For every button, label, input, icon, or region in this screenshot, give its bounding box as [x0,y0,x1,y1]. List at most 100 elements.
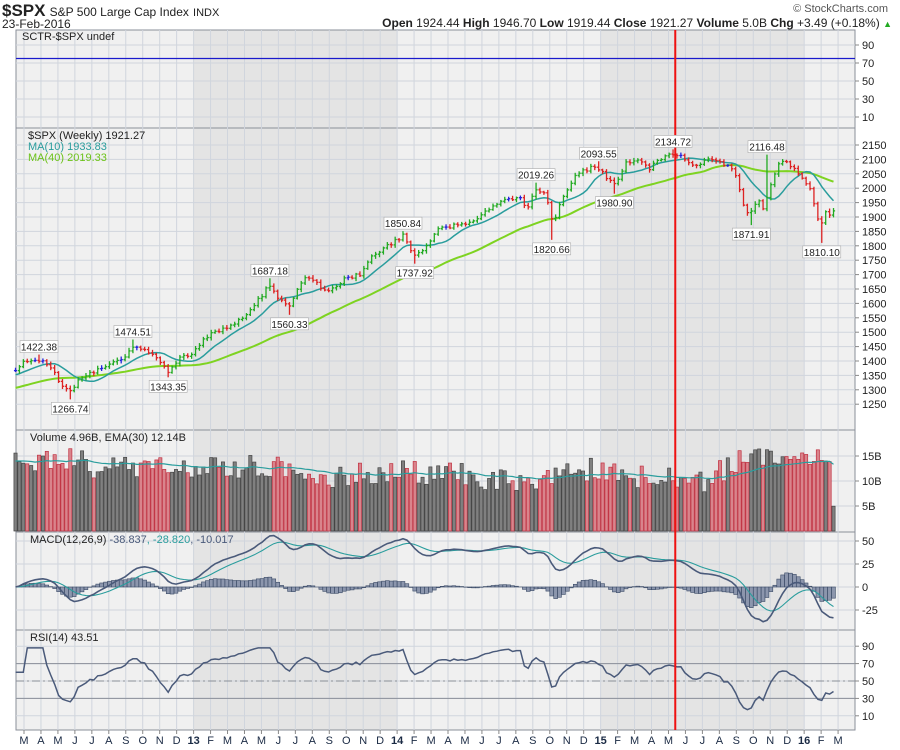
annotation-box [802,245,842,259]
macd-histogram-bar [565,586,570,592]
macd-histogram-bar [134,577,140,588]
macd-histogram-bar [381,580,386,588]
chg-value: +3.49 (+0.18%) [797,16,880,30]
price-annotation: 2093.55 [581,149,618,160]
volume-bar [181,460,186,532]
volume-tick-label: 15B [862,451,882,463]
volume-bar [588,457,593,532]
volume-bar [37,454,41,532]
macd-histogram-bar [52,586,57,589]
x-tick-label: O [342,735,351,747]
volume-bar [119,461,124,532]
price-tick-label: 1600 [862,298,886,310]
macd-histogram-bar [404,583,410,588]
volume-bar [224,475,229,532]
volume-bar [91,477,96,532]
annotation-box [113,325,153,338]
volume-bar [287,463,292,532]
macd-legend: MACD(12,26,9) -38.837, -28.820, -10.017 [30,534,234,546]
volume-bar [342,474,347,532]
macd-histogram-bar [377,581,382,588]
macd-histogram-bar [827,586,832,601]
macd-histogram-bar [819,586,824,602]
volume-bar [256,475,261,532]
volume-bar [377,467,382,532]
sctr-tick-label: 90 [862,40,874,52]
volume-bar [784,456,789,532]
x-tick-label: J [276,735,282,747]
macd-histogram-bar [142,579,147,588]
macd-histogram-bar [616,586,621,593]
macd-histogram-bar [619,586,625,592]
volume-bar [365,472,370,532]
volume-bar [40,455,45,532]
volume-bar [299,473,304,532]
x-tick-label: N [156,735,164,747]
x-tick-label: A [241,735,249,747]
x-tick-label: A [716,735,724,747]
x-tick-label: N [359,735,367,747]
volume-bar [514,490,519,532]
volume-bar [768,450,773,532]
x-tick-label: M [833,735,842,747]
macd-histogram-bar [588,579,594,588]
macd-histogram-bar [36,583,42,588]
macd-histogram-bar [541,586,547,590]
macd-histogram-bar [510,585,515,588]
rsi-tick-label: 70 [862,659,874,671]
macd-histogram-bar [299,586,304,589]
volume-bar [448,462,452,532]
annotation-box [532,242,572,256]
macd-histogram-bar [475,586,480,589]
volume-bar [455,479,460,532]
x-tick-label: M [630,735,639,747]
rsi-line [15,647,834,711]
volume-bar [244,467,249,532]
macd-histogram-bar [173,586,179,594]
macd-histogram-bar [545,586,551,592]
volume-bar [197,474,202,532]
macd-histogram-bar [447,585,453,588]
volume-bar [189,476,194,532]
sctr-tick-label: 70 [862,58,874,70]
x-tick-label: 15 [595,735,607,747]
price-annotation: 2116.48 [749,143,785,154]
index-name: S&P 500 Large Cap Index [49,5,189,19]
close-value: 1921.27 [649,16,694,30]
volume-bar [639,465,644,532]
ma10-legend: MA(10) 1933.83 [28,141,107,153]
chart-date: 23-Feb-2016 [2,17,71,31]
macd-histogram-bar [580,580,586,588]
volume-bar [271,461,276,532]
volume-bar [303,478,308,532]
macd-histogram-bar [169,586,175,595]
x-tick-label: F [818,735,825,747]
macd-histogram-bar [420,586,425,595]
macd-histogram-bar [494,584,500,588]
macd-histogram-bar [569,586,574,589]
volume-bar [213,457,218,532]
x-tick-label: M [460,735,469,747]
volume-bar [95,471,100,532]
macd-histogram-bar [193,585,198,588]
volume-bar [217,466,221,532]
sctr-legend: SCTR-$SPX undef [22,31,115,43]
annotation-box [653,135,693,148]
price-annotation: 1850.84 [385,219,422,230]
macd-histogram-bar [287,586,292,592]
volume-bar [21,462,26,532]
volume-bar [608,466,613,532]
volume-bar [381,472,386,532]
macd-histogram-bar [165,586,171,595]
signal-legend-value: , -28.820 [147,534,190,546]
volume-bar [123,456,128,532]
volume-bar [475,481,480,532]
price-annotation: 1871.91 [733,230,770,241]
volume-bar [796,458,801,532]
volume-bar [138,462,143,532]
volume-bar [130,462,135,532]
volume-bar [170,471,175,532]
macd-histogram-bar [146,581,151,588]
macd-histogram-bar [83,586,89,590]
macd-histogram-bar [623,586,629,590]
